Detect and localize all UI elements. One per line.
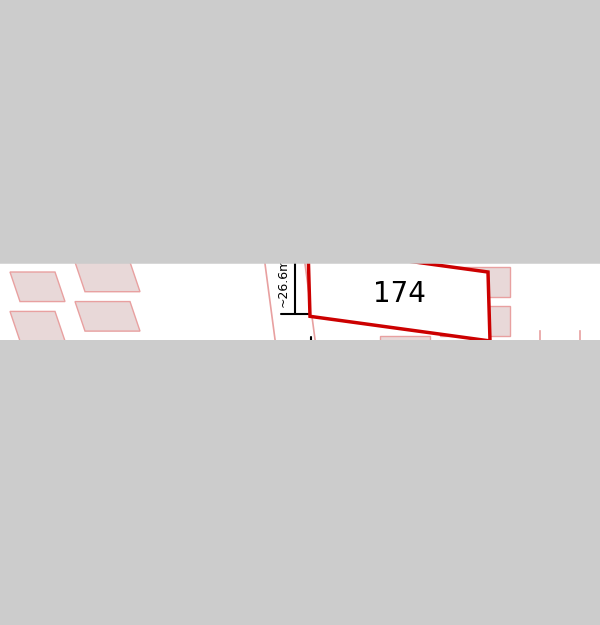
- Text: Cuckfield Road: Cuckfield Road: [254, 103, 290, 185]
- Text: Chalkers Lane: Chalkers Lane: [425, 121, 514, 157]
- Polygon shape: [75, 341, 140, 371]
- Polygon shape: [10, 114, 65, 144]
- Polygon shape: [540, 429, 590, 469]
- Polygon shape: [100, 80, 160, 95]
- Polygon shape: [75, 222, 140, 253]
- Text: 174, CUCKFIELD ROAD, HURSTPIERPOINT, HASSOCKS, BN6 9SD: 174, CUCKFIELD ROAD, HURSTPIERPOINT, HAS…: [74, 14, 526, 28]
- Polygon shape: [308, 248, 490, 341]
- Text: 174: 174: [373, 280, 425, 308]
- Polygon shape: [540, 80, 590, 114]
- Polygon shape: [75, 381, 140, 410]
- Polygon shape: [540, 331, 580, 528]
- Polygon shape: [10, 390, 65, 420]
- Polygon shape: [75, 420, 140, 449]
- Polygon shape: [440, 222, 510, 258]
- Polygon shape: [540, 479, 590, 508]
- Polygon shape: [290, 80, 335, 114]
- Polygon shape: [75, 459, 140, 489]
- Polygon shape: [240, 75, 340, 528]
- Polygon shape: [295, 444, 340, 474]
- Polygon shape: [470, 80, 530, 114]
- Polygon shape: [20, 80, 90, 95]
- Polygon shape: [165, 80, 220, 95]
- Polygon shape: [400, 80, 460, 114]
- Polygon shape: [75, 301, 140, 331]
- Text: ~48.3m: ~48.3m: [374, 362, 424, 376]
- Polygon shape: [75, 183, 140, 213]
- Text: ~26.6m: ~26.6m: [277, 257, 290, 307]
- Polygon shape: [540, 381, 590, 420]
- Polygon shape: [10, 232, 65, 262]
- Polygon shape: [345, 429, 395, 464]
- Polygon shape: [75, 144, 140, 174]
- Text: Map shows position and indicative extent of the property.: Map shows position and indicative extent…: [120, 48, 480, 61]
- Polygon shape: [10, 193, 65, 222]
- Text: ~532m²/~0.132ac.: ~532m²/~0.132ac.: [276, 203, 464, 222]
- Polygon shape: [295, 400, 340, 434]
- Polygon shape: [75, 104, 140, 134]
- Polygon shape: [10, 429, 65, 459]
- Text: Contains OS data © Crown copyright and database right 2021. This information is : Contains OS data © Crown copyright and d…: [12, 540, 599, 569]
- Polygon shape: [320, 75, 600, 222]
- Polygon shape: [10, 311, 65, 341]
- Polygon shape: [440, 346, 510, 376]
- Polygon shape: [335, 80, 375, 114]
- Polygon shape: [440, 267, 510, 297]
- Text: Maude Singer Way: Maude Singer Way: [553, 381, 577, 478]
- Polygon shape: [440, 306, 510, 336]
- Polygon shape: [380, 336, 430, 371]
- Polygon shape: [10, 154, 65, 183]
- Polygon shape: [10, 351, 65, 381]
- Polygon shape: [75, 262, 140, 292]
- Text: Cuckfield Road: Cuckfield Road: [155, 344, 215, 416]
- Polygon shape: [10, 272, 65, 301]
